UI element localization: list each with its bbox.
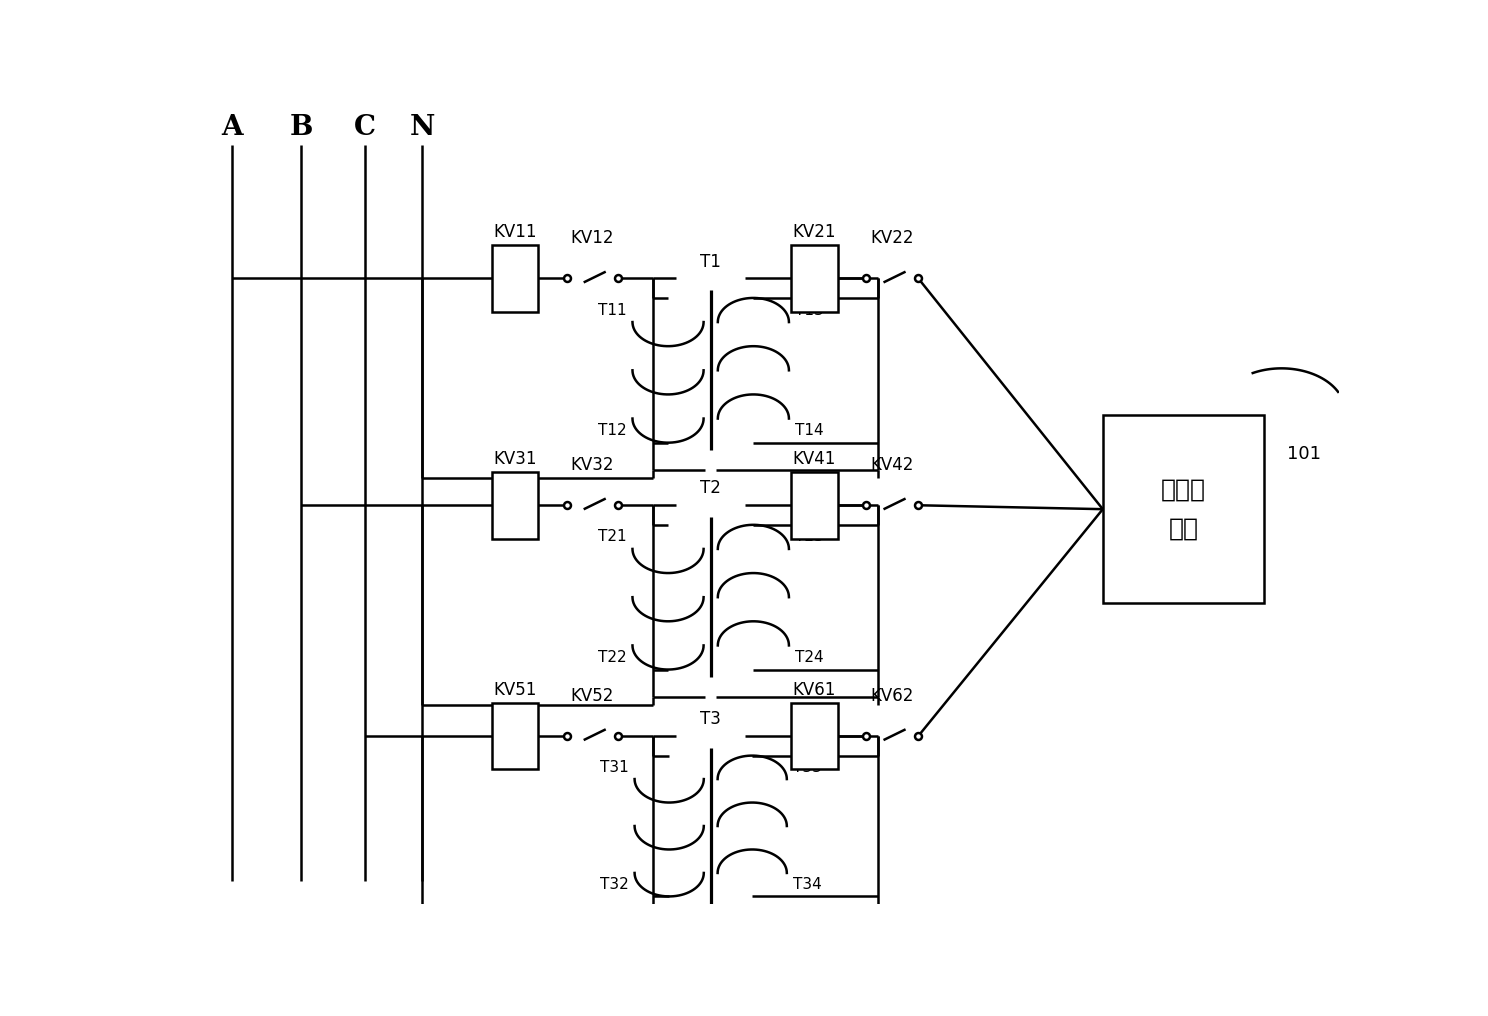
Text: T3: T3: [701, 710, 722, 728]
Text: KV12: KV12: [571, 229, 615, 247]
Bar: [792, 703, 838, 769]
Text: T32: T32: [600, 877, 629, 892]
Text: KV31: KV31: [493, 450, 536, 468]
Text: T21: T21: [598, 529, 626, 545]
Bar: [491, 245, 537, 312]
Text: KV62: KV62: [870, 687, 914, 705]
Text: A: A: [222, 115, 243, 141]
Bar: [792, 472, 838, 538]
Bar: [491, 703, 537, 769]
Text: KV11: KV11: [493, 224, 536, 241]
Text: T12: T12: [598, 423, 626, 438]
Text: KV22: KV22: [870, 229, 914, 247]
Text: KV42: KV42: [870, 456, 914, 473]
Text: B: B: [290, 115, 312, 141]
Text: T23: T23: [795, 529, 823, 545]
Text: T1: T1: [701, 253, 722, 270]
Bar: [792, 245, 838, 312]
Text: KV21: KV21: [793, 224, 836, 241]
Text: T13: T13: [795, 303, 823, 318]
Text: KV51: KV51: [493, 681, 536, 699]
Text: N: N: [409, 115, 434, 141]
Text: KV52: KV52: [571, 687, 615, 705]
Text: C: C: [354, 115, 376, 141]
Text: KV41: KV41: [793, 450, 836, 468]
Text: KV32: KV32: [571, 456, 615, 473]
Text: T2: T2: [701, 480, 722, 498]
Text: T33: T33: [793, 760, 821, 775]
Text: T11: T11: [598, 303, 626, 318]
Bar: [1103, 416, 1265, 604]
Text: 结果生
成器: 结果生 成器: [1161, 478, 1205, 541]
Text: KV61: KV61: [793, 681, 836, 699]
Text: 101: 101: [1287, 445, 1321, 463]
Text: T31: T31: [600, 760, 629, 775]
Text: T24: T24: [795, 650, 823, 665]
Bar: [491, 472, 537, 538]
Text: T14: T14: [795, 423, 823, 438]
Text: T22: T22: [598, 650, 626, 665]
Text: T34: T34: [793, 877, 821, 892]
